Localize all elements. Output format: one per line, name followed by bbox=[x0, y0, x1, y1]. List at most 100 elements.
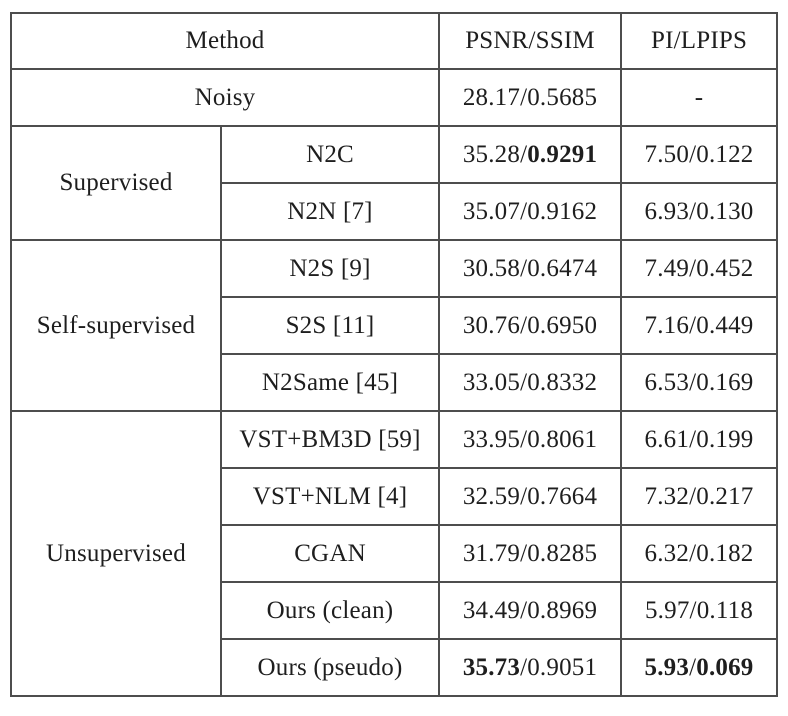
method-cell: S2S [11] bbox=[219, 296, 441, 355]
pi-value: 7.32 bbox=[644, 482, 690, 510]
psnr-value: 33.05 bbox=[462, 368, 521, 396]
ssim-value: 0.5685 bbox=[527, 83, 598, 111]
psnr-value: 33.95 bbox=[462, 425, 521, 453]
psnr-ssim-cell: 35.07/0.9162 bbox=[438, 182, 623, 241]
psnr-ssim-cell: 30.58/0.6474 bbox=[438, 239, 623, 298]
method-cell: N2C bbox=[219, 125, 441, 184]
slash: / bbox=[689, 425, 697, 453]
psnr-value: 32.59 bbox=[462, 482, 521, 510]
slash: / bbox=[520, 425, 528, 453]
slash: / bbox=[520, 653, 528, 681]
slash: / bbox=[689, 254, 697, 282]
slash: / bbox=[689, 140, 697, 168]
ssim-value: 0.7664 bbox=[527, 482, 598, 510]
pi-value: 7.16 bbox=[644, 311, 690, 339]
ssim-value: 0.8285 bbox=[527, 539, 598, 567]
slash: / bbox=[689, 311, 697, 339]
header-row: Method PSNR/SSIM PI/LPIPS bbox=[9, 12, 779, 70]
header-method: Method bbox=[9, 12, 441, 70]
noisy-pi-lpips-cell: - bbox=[620, 68, 779, 127]
pi-lpips-cell: 5.97/0.118 bbox=[620, 581, 779, 640]
lpips-value: 0.122 bbox=[696, 140, 754, 168]
table-row-vst-bm3d: Unsupervised VST+BM3D [59] 33.95/0.8061 … bbox=[10, 410, 779, 697]
slash: / bbox=[689, 539, 697, 567]
method-cell: Ours (clean) bbox=[219, 581, 441, 640]
psnr-ssim-cell: 35.73/0.9051 bbox=[438, 638, 623, 697]
noisy-psnr-ssim-cell: 28.17/0.5685 bbox=[438, 68, 623, 127]
method-cell: N2N [7] bbox=[219, 182, 441, 241]
ssim-value: 0.6950 bbox=[527, 311, 598, 339]
pi-value: 6.53 bbox=[644, 368, 690, 396]
slash: / bbox=[520, 140, 528, 168]
noisy-label: Noisy bbox=[9, 68, 441, 127]
method-cell: CGAN bbox=[219, 524, 441, 583]
psnr-value: 31.79 bbox=[462, 539, 521, 567]
pi-lpips-cell: 6.61/0.199 bbox=[620, 410, 779, 469]
table-row-s2s: S2S [11] 30.76/0.6950 7.16/0.449 bbox=[11, 296, 779, 355]
category-cell-unsupervised: Unsupervised bbox=[10, 410, 222, 697]
psnr-value: 35.07 bbox=[462, 197, 521, 225]
slash: / bbox=[520, 254, 528, 282]
slash: / bbox=[520, 311, 528, 339]
pi-value: 6.61 bbox=[644, 425, 690, 453]
pi-value: 6.32 bbox=[644, 539, 690, 567]
pi-lpips-cell: 7.49/0.452 bbox=[620, 239, 779, 298]
pi-value: 7.50 bbox=[644, 140, 690, 168]
psnr-ssim-cell: 35.28/0.9291 bbox=[438, 125, 623, 184]
psnr-ssim-cell: 33.05/0.8332 bbox=[438, 353, 623, 412]
pi-lpips-cell: 6.32/0.182 bbox=[620, 524, 779, 583]
slash: / bbox=[520, 368, 528, 396]
slash: / bbox=[520, 596, 528, 624]
category-cell-supervised: Supervised bbox=[10, 125, 222, 241]
lpips-value: 0.199 bbox=[696, 425, 754, 453]
table-row-ours-clean: Ours (clean) 34.49/0.8969 5.97/0.118 bbox=[11, 581, 779, 640]
slash: / bbox=[520, 83, 528, 111]
table-row-n2c: Supervised N2C 35.28/0.9291 7.50/0.122 bbox=[10, 125, 779, 241]
ssim-value: 0.8061 bbox=[527, 425, 598, 453]
pi-lpips-cell: 7.50/0.122 bbox=[620, 125, 779, 184]
lpips-value: 0.169 bbox=[696, 368, 754, 396]
lpips-value: 0.182 bbox=[696, 539, 754, 567]
lpips-value: 0.452 bbox=[696, 254, 754, 282]
pi-lpips-cell: 5.93/0.069 bbox=[620, 638, 779, 697]
table-row-vst-nlm: VST+NLM [4] 32.59/0.7664 7.32/0.217 bbox=[11, 467, 779, 526]
ssim-value: 0.8332 bbox=[527, 368, 598, 396]
slash: / bbox=[689, 653, 697, 681]
pi-value: 5.93 bbox=[644, 653, 690, 681]
pi-lpips-cell: 6.53/0.169 bbox=[620, 353, 779, 412]
psnr-ssim-cell: 31.79/0.8285 bbox=[438, 524, 623, 583]
ssim-value: 0.9162 bbox=[527, 197, 598, 225]
slash: / bbox=[689, 368, 697, 396]
pi-lpips-cell: 6.93/0.130 bbox=[620, 182, 779, 241]
header-psnr-ssim: PSNR/SSIM bbox=[438, 12, 623, 70]
pi-lpips-cell: 7.16/0.449 bbox=[620, 296, 779, 355]
slash: / bbox=[520, 197, 528, 225]
slash: / bbox=[520, 482, 528, 510]
category-cell-self-supervised: Self-supervised bbox=[10, 239, 222, 412]
method-cell: VST+NLM [4] bbox=[219, 467, 441, 526]
psnr-value: 35.73 bbox=[462, 653, 521, 681]
lpips-value: 0.449 bbox=[696, 311, 754, 339]
noisy-row: Noisy 28.17/0.5685 - bbox=[9, 68, 779, 127]
psnr-value: 30.58 bbox=[462, 254, 521, 282]
slash: / bbox=[520, 539, 528, 567]
pi-value: 5.97 bbox=[644, 596, 690, 624]
slash: / bbox=[689, 197, 697, 225]
pi-lpips-cell: 7.32/0.217 bbox=[620, 467, 779, 526]
header-pi-lpips: PI/LPIPS bbox=[620, 12, 779, 70]
method-cell: N2Same [45] bbox=[219, 353, 441, 412]
psnr-ssim-cell: 33.95/0.8061 bbox=[438, 410, 623, 469]
table-row-n2n: N2N [7] 35.07/0.9162 6.93/0.130 bbox=[11, 182, 779, 241]
method-cell: VST+BM3D [59] bbox=[219, 410, 441, 469]
pi-value: 6.93 bbox=[644, 197, 690, 225]
psnr-value: 35.28 bbox=[462, 140, 521, 168]
psnr-ssim-cell: 30.76/0.6950 bbox=[438, 296, 623, 355]
slash: / bbox=[689, 596, 697, 624]
ssim-value: 0.9051 bbox=[527, 653, 598, 681]
method-cell: Ours (pseudo) bbox=[219, 638, 441, 697]
table-row-n2same: N2Same [45] 33.05/0.8332 6.53/0.169 bbox=[11, 353, 779, 412]
ssim-value: 0.8969 bbox=[527, 596, 598, 624]
lpips-value: 0.069 bbox=[696, 653, 754, 681]
psnr-ssim-cell: 34.49/0.8969 bbox=[438, 581, 623, 640]
